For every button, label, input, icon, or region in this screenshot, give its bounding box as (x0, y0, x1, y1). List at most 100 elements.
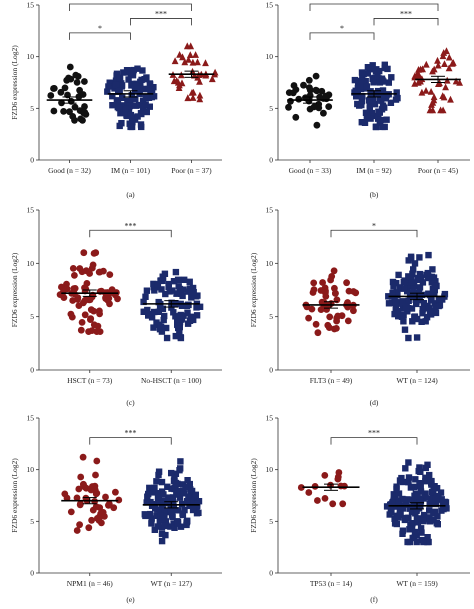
data-point (92, 249, 100, 257)
data-point (331, 284, 338, 292)
data-point (405, 514, 412, 521)
data-point (170, 278, 178, 285)
data-point (105, 83, 112, 90)
data-point (117, 110, 124, 117)
group-0: HSCT (n = 73) (56, 249, 121, 385)
data-point (145, 85, 152, 93)
data-point (306, 84, 313, 91)
data-point (67, 508, 75, 516)
data-point (363, 112, 371, 119)
data-point (173, 77, 181, 84)
group-0: FLT3 (n = 49) (302, 267, 360, 385)
data-point (151, 526, 158, 533)
data-point (176, 328, 183, 335)
data-point (388, 74, 395, 81)
data-point (431, 283, 438, 290)
data-point (422, 464, 429, 472)
data-point (410, 266, 417, 273)
data-point (429, 106, 437, 114)
category-label: Good (n = 33) (289, 166, 332, 175)
data-point (71, 103, 79, 111)
data-point (322, 293, 330, 300)
data-point (195, 509, 202, 516)
data-point (376, 67, 383, 75)
data-point (142, 94, 150, 101)
data-point (71, 116, 78, 124)
data-point (331, 325, 338, 333)
data-point (358, 98, 366, 105)
data-point (154, 281, 162, 288)
data-point (125, 106, 133, 113)
data-point (163, 334, 171, 342)
data-point (295, 95, 303, 103)
data-point (179, 510, 186, 517)
data-point (196, 303, 204, 310)
data-point (160, 491, 167, 498)
data-point (184, 477, 191, 484)
data-point (436, 302, 444, 309)
data-point (140, 298, 147, 306)
data-point (96, 328, 104, 335)
y-tick-label: 10 (266, 259, 274, 268)
group-1: WT (n = 124) (385, 251, 449, 385)
data-point (327, 276, 334, 284)
data-point (148, 86, 156, 94)
data-point (148, 520, 155, 527)
data-point (161, 312, 168, 320)
data-point (176, 51, 183, 58)
data-point (73, 79, 81, 86)
data-point (106, 79, 113, 86)
data-point (422, 474, 429, 481)
data-point (147, 510, 154, 518)
data-point (122, 105, 129, 112)
panel-f: 0 5 10 15 FZD6 expression (Log2) TP53 (n = 14… (249, 414, 470, 604)
data-point (128, 92, 135, 99)
data-point (393, 485, 400, 493)
data-point (337, 482, 345, 490)
y-tick-label: 0 (269, 569, 273, 578)
data-point (360, 83, 367, 90)
group-2: Poor (n = 45) (411, 47, 463, 175)
data-point (186, 502, 193, 510)
category-label: FLT3 (n = 49) (310, 376, 353, 385)
category-label: Good (n = 32) (48, 166, 91, 175)
data-point (405, 474, 413, 481)
data-point (202, 59, 209, 67)
data-point (175, 324, 182, 332)
y-tick-label: 10 (27, 465, 35, 474)
data-point (168, 469, 175, 477)
data-point (424, 269, 431, 277)
y-tick-label: 15 (27, 206, 35, 215)
data-point (79, 91, 87, 98)
data-point (144, 306, 151, 314)
data-point (412, 476, 419, 483)
data-point (196, 95, 204, 103)
data-point (416, 297, 423, 304)
data-point (394, 499, 401, 506)
data-point (125, 76, 132, 83)
data-point (60, 108, 67, 115)
data-point (416, 464, 423, 471)
data-point (405, 334, 412, 342)
data-point (418, 318, 425, 325)
data-point (416, 497, 424, 504)
data-point (445, 53, 453, 61)
data-point (425, 477, 432, 484)
y-tick-label: 15 (266, 206, 274, 215)
data-point (180, 488, 187, 495)
y-tick-label: 5 (269, 517, 273, 526)
data-point (172, 268, 180, 276)
data-point (112, 81, 120, 89)
data-point (439, 52, 447, 60)
data-point (423, 314, 431, 321)
data-point (104, 88, 111, 95)
data-point (57, 88, 65, 96)
data-point (150, 324, 157, 331)
data-point (437, 106, 444, 114)
data-point (67, 310, 75, 318)
data-point (80, 249, 88, 257)
data-point (364, 70, 371, 77)
data-point (151, 281, 158, 288)
data-point (305, 489, 313, 496)
data-point (127, 111, 135, 119)
